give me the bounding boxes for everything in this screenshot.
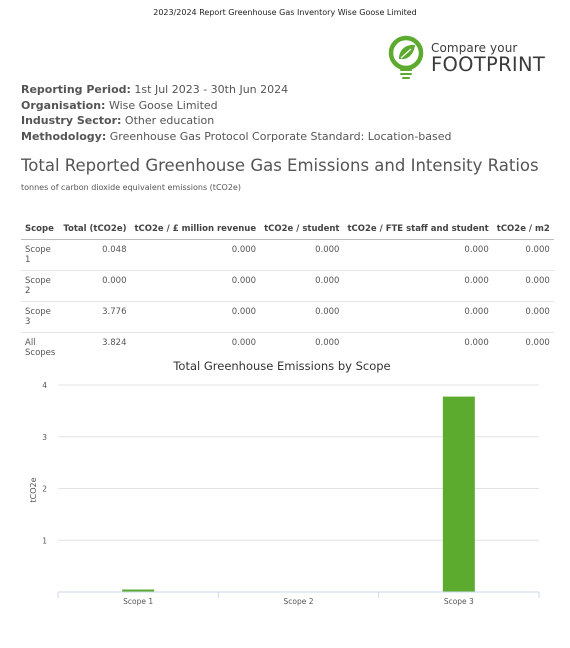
table-cell: All Scopes: [25, 338, 56, 358]
column-header: Scope: [21, 220, 60, 240]
table-row: Scope 3 3.776 0.000 0.000 0.000 0.000: [21, 301, 554, 333]
table-cell: 0.000: [343, 301, 493, 333]
table-cell: 0.000: [130, 239, 261, 271]
table-cell: 0.000: [130, 270, 261, 302]
table-cell: 0.000: [492, 239, 554, 271]
table-cell: Scope 3: [21, 301, 60, 333]
compare-your-footprint-logo: Compare your FOOTPRINT: [387, 35, 547, 85]
organisation-value: Wise Goose Limited: [108, 98, 218, 112]
column-header: tCO2e / FTE staff and student: [343, 220, 493, 240]
chart-svg: Total Greenhouse Emissions by Scope 1 2 3 4…: [29, 359, 540, 606]
table-cell: 3.824: [102, 338, 127, 348]
logo-line1: Compare your: [431, 41, 518, 55]
chart-title: Total Greenhouse Emissions by Scope: [172, 359, 390, 373]
report-metadata: Reporting Period: 1st Jul 2023 - 30th Ju…: [21, 82, 452, 144]
x-tick-label: Scope 1: [123, 597, 153, 606]
table-cell: 0.000: [343, 270, 493, 302]
table-cell: 0.000: [464, 338, 489, 348]
table-cell: 0.000: [492, 301, 554, 333]
table-cell: Scope 2: [21, 270, 60, 302]
industry-sector-value: Other education: [124, 114, 215, 127]
y-tick-label: 1: [42, 536, 47, 545]
organisation-label: Organisation:: [21, 98, 106, 112]
logo-line2: FOOTPRINT: [431, 53, 546, 76]
table-row: All Scopes 3.824 0.000 0.000 0.000 0.000: [21, 333, 554, 364]
table-cell: 0.000: [525, 338, 550, 348]
section-subtitle: tonnes of carbon dioxide equivalent emis…: [21, 183, 241, 192]
x-tick-label: Scope 3: [444, 597, 474, 606]
page-header-title: 2023/2024 Report Greenhouse Gas Inventor…: [153, 8, 417, 17]
table-header-row: Scope Total (tCO2e) tCO2e / £ million re…: [21, 220, 554, 240]
table-cell: 3.776: [59, 301, 131, 333]
table-cell: 0.000: [59, 270, 131, 302]
column-header: Total (tCO2e): [59, 220, 131, 240]
column-header: tCO2e / m2: [492, 220, 554, 240]
table-cell: 0.048: [59, 239, 131, 271]
methodology-label: Methodology:: [21, 129, 107, 143]
column-header: tCO2e / £ million revenue: [130, 220, 261, 240]
table-cell: 0.000: [260, 239, 344, 271]
section-title: Total Reported Greenhouse Gas Emissions …: [21, 156, 539, 175]
table-cell: Scope 1: [21, 239, 60, 271]
table-cell: 0.000: [260, 270, 344, 302]
methodology-value: Greenhouse Gas Protocol Corporate Standa…: [109, 129, 452, 143]
table-cell: 0.000: [492, 270, 554, 302]
table-cell: 0.000: [231, 338, 257, 348]
lightbulb-leaf-icon: [388, 35, 424, 79]
bar: [122, 589, 155, 592]
bar: [442, 396, 475, 592]
table-cell: 0.000: [130, 301, 261, 333]
industry-sector-row: Industry Sector: Other education: [21, 113, 452, 129]
methodology-row: Methodology: Greenhouse Gas Protocol Cor…: [21, 129, 452, 145]
table-row: Scope 2 0.000 0.000 0.000 0.000 0.000: [21, 270, 554, 302]
industry-sector-label: Industry Sector:: [21, 114, 122, 127]
x-tick-label: Scope 2: [283, 597, 313, 606]
reporting-period-label: Reporting Period:: [21, 83, 131, 96]
reporting-period-row: Reporting Period: 1st Jul 2023 - 30th Ju…: [21, 82, 452, 98]
y-tick-label: 3: [42, 433, 47, 442]
reporting-period-value: 1st Jul 2023 - 30th Jun 2024: [134, 83, 289, 96]
table-row: Scope 1 0.048 0.000 0.000 0.000 0.000: [21, 239, 554, 271]
table-cell: 0.000: [260, 301, 344, 333]
emissions-bar-chart: Total Greenhouse Emissions by Scope 1 2 3 4…: [21, 352, 555, 622]
y-axis-label: tCO2e: [29, 477, 38, 502]
y-tick-label: 4: [42, 381, 47, 390]
organisation-row: Organisation: Wise Goose Limited: [21, 98, 452, 114]
emissions-table: Scope Total (tCO2e) tCO2e / £ million re…: [21, 220, 554, 363]
table-cell: 0.000: [315, 338, 340, 348]
y-tick-label: 2: [42, 485, 47, 494]
column-header: tCO2e / student: [260, 220, 344, 240]
table-cell: 0.000: [343, 239, 493, 271]
